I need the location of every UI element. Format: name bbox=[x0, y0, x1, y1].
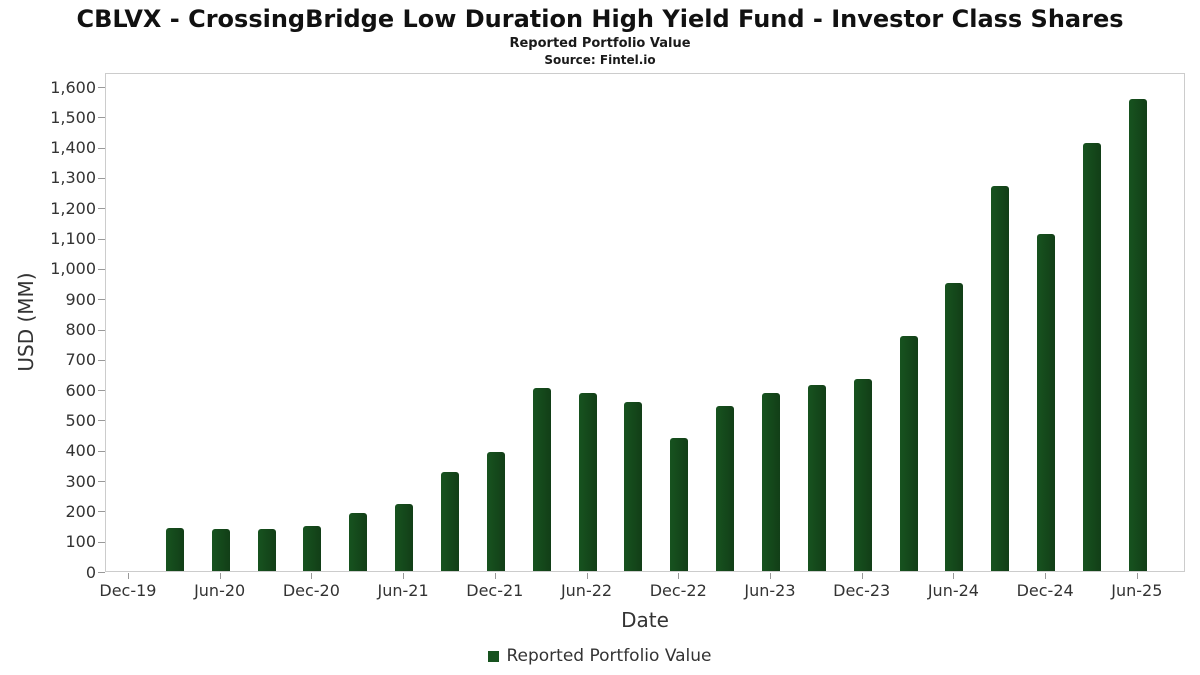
bar-Mar-21 bbox=[349, 513, 368, 571]
legend-marker-icon bbox=[488, 650, 500, 662]
bar-Dec-21 bbox=[486, 451, 505, 571]
y-tick-label: 0 bbox=[85, 562, 96, 582]
y-tick-mark bbox=[98, 268, 105, 270]
bar-Sep-23 bbox=[807, 384, 826, 571]
y-tick-label: 1,200 bbox=[50, 198, 96, 218]
legend-label: Reported Portfolio Value bbox=[506, 646, 712, 666]
y-tick-label: 1,400 bbox=[50, 138, 96, 158]
y-tick-mark bbox=[98, 238, 105, 240]
x-tick-mark bbox=[219, 573, 221, 579]
bar-Mar-23 bbox=[716, 405, 735, 571]
y-tick-mark bbox=[98, 390, 105, 392]
x-tick-mark bbox=[1045, 573, 1047, 579]
bar-Dec-22 bbox=[670, 437, 689, 571]
y-tick-mark bbox=[98, 481, 105, 483]
y-tick-mark bbox=[98, 572, 105, 573]
chart-source-label: Source: Fintel.io bbox=[544, 53, 656, 67]
x-tick-mark bbox=[1136, 573, 1138, 579]
x-tick-mark bbox=[403, 573, 405, 579]
x-tick-label: Jun-24 bbox=[927, 581, 979, 600]
bar-Jun-24 bbox=[945, 283, 964, 571]
y-tick-mark bbox=[98, 177, 105, 179]
bar-Sep-20 bbox=[257, 528, 276, 571]
y-tick-mark bbox=[98, 420, 105, 422]
y-tick-label: 1,600 bbox=[50, 77, 96, 97]
y-tick-mark bbox=[98, 359, 105, 361]
bar-Sep-24 bbox=[991, 185, 1010, 571]
x-tick-label: Jun-22 bbox=[560, 581, 613, 600]
bar-Mar-20 bbox=[165, 527, 184, 571]
y-tick-label: 700 bbox=[65, 350, 96, 370]
y-tick-mark bbox=[98, 450, 105, 452]
x-tick-mark bbox=[953, 573, 955, 579]
bar-Jun-22 bbox=[578, 393, 597, 571]
x-tick-mark bbox=[861, 573, 863, 579]
x-tick-label: Dec-22 bbox=[649, 581, 707, 600]
y-tick-mark bbox=[98, 299, 105, 301]
y-tick-label: 100 bbox=[65, 532, 96, 552]
y-tick-label: 500 bbox=[65, 410, 96, 430]
y-tick-mark bbox=[98, 117, 105, 119]
bar-Sep-21 bbox=[440, 471, 459, 571]
bar-Dec-20 bbox=[303, 526, 322, 571]
x-tick-mark bbox=[494, 573, 496, 579]
chart-subtitle: Reported Portfolio Value bbox=[509, 36, 691, 51]
x-tick-mark bbox=[769, 573, 771, 579]
x-tick-label: Jun-25 bbox=[1111, 581, 1163, 600]
x-tick-label: Jun-20 bbox=[194, 581, 246, 600]
x-tick-label: Jun-21 bbox=[377, 581, 429, 600]
y-tick-label: 1,300 bbox=[50, 168, 96, 188]
bar-Jun-25 bbox=[1128, 98, 1147, 571]
x-tick-label: Dec-20 bbox=[282, 581, 340, 600]
x-tick-mark bbox=[678, 573, 680, 579]
x-tick-mark bbox=[127, 573, 129, 579]
x-tick-mark bbox=[311, 573, 313, 579]
y-tick-mark bbox=[98, 511, 105, 513]
y-tick-label: 1,000 bbox=[50, 259, 96, 279]
bar-Sep-22 bbox=[624, 401, 643, 571]
chart-title: CBLVX - CrossingBridge Low Duration High… bbox=[76, 5, 1124, 33]
bar-Dec-24 bbox=[1037, 233, 1056, 571]
x-tick-label: Dec-23 bbox=[833, 581, 891, 600]
plot-area bbox=[105, 73, 1185, 572]
y-tick-mark bbox=[98, 541, 105, 543]
x-axis-label: Date bbox=[621, 608, 669, 632]
y-tick-mark bbox=[98, 147, 105, 149]
y-tick-mark bbox=[98, 208, 105, 210]
y-tick-label: 200 bbox=[65, 501, 96, 521]
bar-Jun-20 bbox=[211, 528, 230, 571]
y-tick-mark bbox=[98, 87, 105, 88]
bar-Mar-24 bbox=[899, 335, 918, 571]
y-tick-label: 1,100 bbox=[50, 229, 96, 249]
y-tick-label: 900 bbox=[65, 289, 96, 309]
legend: Reported Portfolio Value bbox=[0, 646, 1200, 666]
x-tick-label: Dec-21 bbox=[466, 581, 524, 600]
bar-Jun-21 bbox=[395, 504, 414, 571]
bar-Dec-23 bbox=[853, 378, 872, 571]
x-tick-mark bbox=[586, 573, 588, 579]
x-tick-label: Dec-19 bbox=[99, 581, 157, 600]
bar-Jun-23 bbox=[761, 393, 780, 571]
y-tick-label: 400 bbox=[65, 441, 96, 461]
bar-Mar-25 bbox=[1082, 142, 1101, 571]
x-tick-label: Jun-23 bbox=[744, 581, 796, 600]
x-tick-label: Dec-24 bbox=[1016, 581, 1074, 600]
y-tick-label: 800 bbox=[65, 320, 96, 339]
y-tick-mark bbox=[98, 329, 105, 331]
y-tick-label: 300 bbox=[65, 471, 96, 491]
bar-Mar-22 bbox=[532, 387, 551, 571]
y-tick-label: 1,500 bbox=[50, 107, 96, 127]
y-tick-label: 600 bbox=[65, 380, 96, 400]
